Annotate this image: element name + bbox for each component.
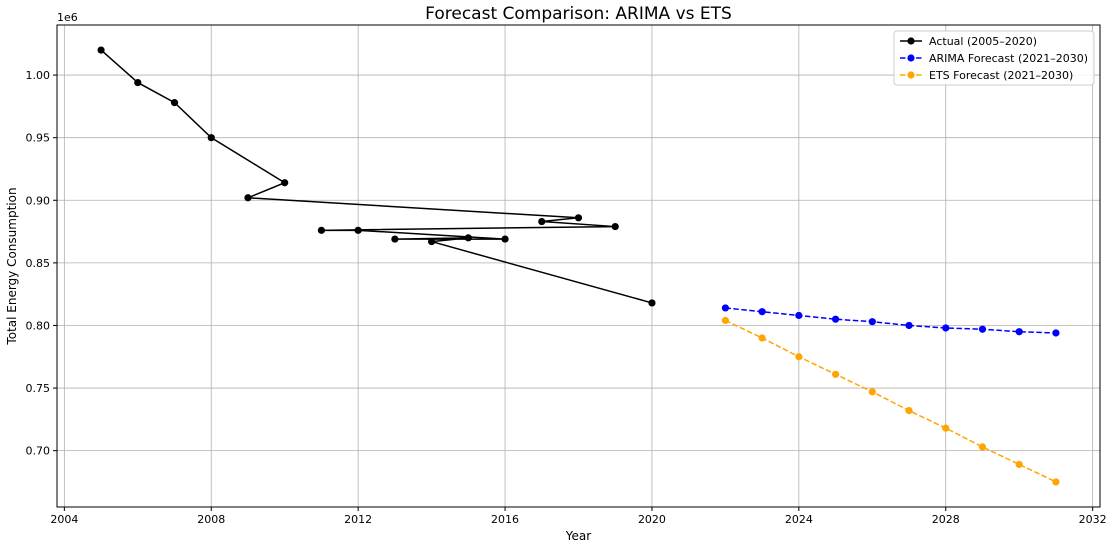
y-tick-label: 0.90 (26, 194, 51, 207)
x-tick-label: 2032 (1079, 513, 1107, 526)
x-tick-label: 2024 (785, 513, 813, 526)
x-tick-label: 2020 (638, 513, 666, 526)
data-point (1015, 328, 1023, 336)
series-line (725, 319, 1057, 483)
y-axis-title: Total Energy Consumption (5, 187, 19, 345)
data-point (207, 134, 215, 142)
data-point (831, 370, 840, 378)
x-tick-label: 2016 (491, 513, 519, 526)
data-point (97, 46, 105, 54)
data-point (978, 325, 987, 333)
data-point (1015, 460, 1023, 469)
y-tick-label: 0.80 (26, 319, 51, 332)
legend-label: ARIMA Forecast (2021–2030) (929, 52, 1088, 65)
plot-frame (56, 24, 1101, 508)
legend-entry: ETS Forecast (2021–2030) (900, 69, 1073, 82)
y-axis-offset-label: 1e6 (57, 11, 78, 24)
data-point (391, 235, 399, 243)
data-point (134, 78, 142, 87)
series-line (725, 307, 1056, 334)
data-point (721, 304, 730, 312)
data-point (281, 179, 289, 187)
x-tick-label: 2004 (50, 513, 78, 526)
data-point (758, 334, 766, 342)
x-axis-title: Year (565, 529, 591, 543)
data-point (611, 222, 619, 231)
legend-label: Actual (2005–2020) (929, 35, 1037, 48)
data-point (942, 324, 950, 332)
data-point (831, 315, 840, 323)
series-1 (721, 304, 1060, 337)
chart-title: Forecast Comparison: ARIMA vs ETS (425, 4, 732, 24)
data-point (1052, 329, 1060, 337)
data-point (795, 311, 803, 320)
legend-box (893, 30, 1095, 86)
data-point (317, 226, 326, 234)
data-point (244, 194, 252, 202)
grid (57, 25, 1100, 507)
data-point (427, 237, 436, 246)
data-point (868, 388, 876, 396)
data-point (942, 424, 950, 432)
data-point (170, 99, 179, 107)
axes: 2004 2008 2012 2016 2020 2024 2028 2032 0.70 0.75… (26, 69, 1107, 526)
data-point (648, 299, 656, 307)
y-tick-label: 0.95 (26, 132, 51, 145)
data-point (978, 443, 987, 451)
data-point (574, 214, 583, 222)
legend-marker (907, 71, 915, 79)
y-tick-label: 0.85 (26, 257, 51, 270)
x-tick-label: 2028 (932, 513, 960, 526)
x-tick-label: 2008 (197, 513, 225, 526)
data-point (354, 226, 362, 234)
data-point (538, 217, 546, 226)
series-0 (97, 46, 656, 307)
data-point (501, 235, 509, 243)
data-point (905, 321, 913, 330)
series-line (100, 49, 653, 304)
legend-entry: Actual (2005–2020) (900, 35, 1037, 48)
y-tick-label: 0.70 (26, 445, 51, 458)
y-tick-label: 1.00 (26, 69, 51, 82)
data-point (721, 316, 730, 325)
legend-entry: ARIMA Forecast (2021–2030) (900, 52, 1088, 65)
data-point (464, 234, 472, 242)
legend: Actual (2005–2020) ARIMA Forecast (2021–2… (893, 30, 1095, 86)
legend-label: ETS Forecast (2021–2030) (929, 69, 1073, 82)
series-2 (721, 316, 1060, 486)
legend-marker (907, 37, 915, 45)
data-point (758, 308, 766, 316)
data-point (795, 353, 803, 361)
legend-marker (907, 54, 915, 62)
data-point (1052, 478, 1060, 486)
series-area (97, 46, 1060, 486)
y-tick-label: 0.75 (26, 382, 51, 395)
x-tick-label: 2012 (344, 513, 372, 526)
data-point (868, 318, 876, 326)
data-point (905, 407, 913, 415)
